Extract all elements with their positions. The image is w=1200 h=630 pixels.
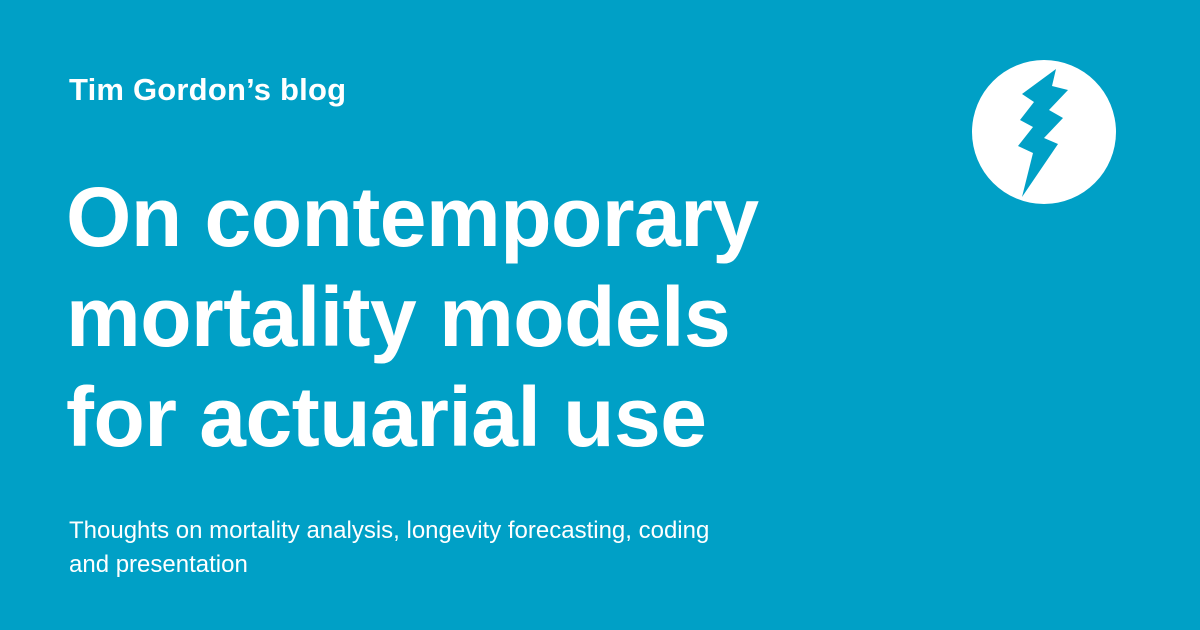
post-title-line: mortality models <box>66 270 731 364</box>
post-title-line: On contemporary <box>66 170 759 264</box>
lightning-bolt-icon <box>972 60 1116 204</box>
post-title: On contemporary mortality models for act… <box>66 167 926 467</box>
blog-tagline: Thoughts on mortality analysis, longevit… <box>69 514 889 582</box>
tagline-line: Thoughts on mortality analysis, longevit… <box>69 517 710 544</box>
blog-logo <box>972 60 1116 204</box>
tagline-line: and presentation <box>69 551 248 578</box>
blog-name: Tim Gordon’s blog <box>69 72 347 107</box>
post-title-line: for actuarial use <box>66 370 707 464</box>
